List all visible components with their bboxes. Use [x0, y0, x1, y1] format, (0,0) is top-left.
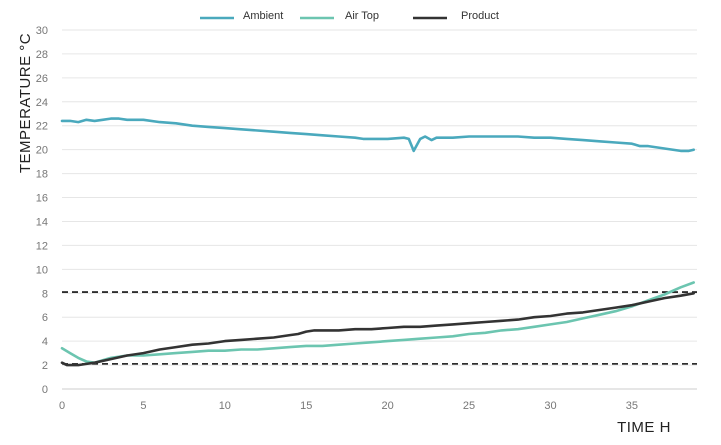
x-tick-labels: 0 5 10 15 20 25 30 35	[59, 400, 638, 412]
y-tick-label: 18	[36, 169, 48, 181]
legend-label: Product	[461, 10, 499, 22]
series-lines	[60, 117, 695, 367]
y-tick-label: 30	[36, 25, 48, 37]
x-tick-label: 5	[140, 400, 146, 412]
reference-lines	[62, 291, 697, 365]
series-line-ambient	[60, 117, 695, 153]
x-tick-label: 25	[463, 400, 475, 412]
x-axis-label: TIME H	[617, 419, 671, 436]
x-tick-label: 20	[382, 400, 394, 412]
y-tick-label: 26	[36, 73, 48, 85]
x-tick-label: 35	[626, 400, 638, 412]
y-tick-label: 22	[36, 121, 48, 133]
y-tick-label: 6	[42, 312, 48, 324]
x-tick-label: 10	[219, 400, 231, 412]
y-tick-label: 16	[36, 193, 48, 205]
y-tick-label: 24	[36, 97, 48, 109]
series-line-product	[60, 292, 695, 367]
x-tick-label: 0	[59, 400, 65, 412]
y-tick-label: 14	[36, 216, 48, 228]
y-tick-label: 8	[42, 288, 48, 300]
y-tick-label: 20	[36, 145, 48, 157]
y-tick-label: 2	[42, 360, 48, 372]
x-tick-label: 30	[544, 400, 556, 412]
x-tick-label: 15	[300, 400, 312, 412]
y-tick-label: 0	[42, 384, 48, 396]
legend-label: Ambient	[243, 10, 283, 22]
grid-lines	[62, 29, 697, 390]
y-tick-label: 12	[36, 240, 48, 252]
y-tick-label: 10	[36, 264, 48, 276]
y-tick-label: 4	[42, 336, 48, 348]
legend-label: Air Top	[345, 10, 379, 22]
legend: Ambient Air Top Product	[200, 10, 499, 22]
y-tick-label: 28	[36, 49, 48, 61]
y-axis-label: TEMPERATURE °C	[17, 33, 34, 173]
